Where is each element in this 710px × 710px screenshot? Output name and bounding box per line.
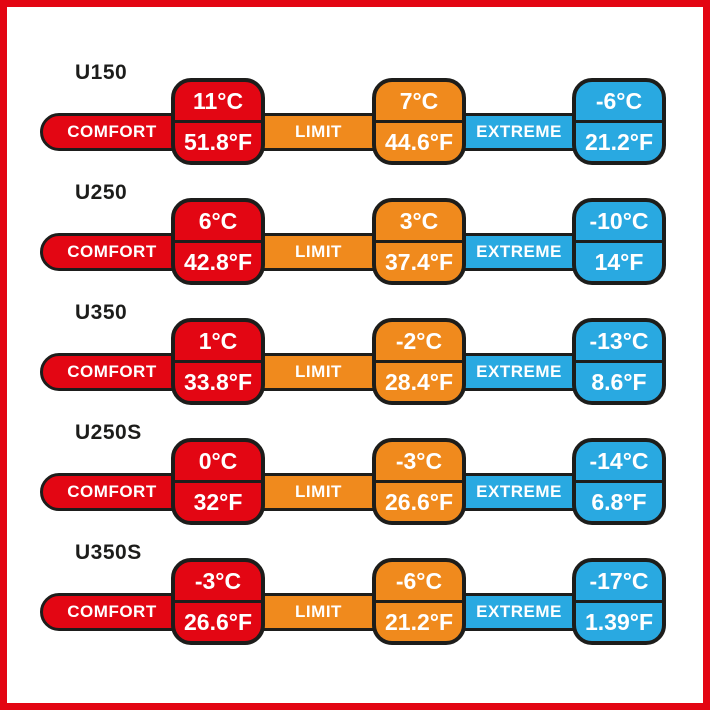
extreme-temp-box: -17°C 1.39°F [572,558,666,645]
limit-celsius-value: -6°C [376,562,462,603]
rating-row-u350s: U350S COMFORT LIMIT EXTREME -3°C 26.6°F … [7,540,703,660]
limit-label: LIMIT [295,602,342,621]
model-label: U150 [75,61,128,84]
comfort-label: COMFORT [67,122,157,141]
limit-temp-box: -2°C 28.4°F [372,318,466,405]
model-label: U350 [75,301,128,324]
limit-celsius-value: 7°C [376,82,462,123]
comfort-celsius-value: 11°C [175,82,261,123]
extreme-celsius-value: -6°C [576,82,662,123]
comfort-celsius-value: 0°C [175,442,261,483]
limit-celsius-value: -2°C [376,322,462,363]
limit-fahrenheit-value: 28.4°F [384,368,453,395]
rating-row-u150: U150 COMFORT LIMIT EXTREME 11°C 51.8°F 7… [7,60,703,180]
comfort-label: COMFORT [67,362,157,381]
rating-row-u350: U350 COMFORT LIMIT EXTREME 1°C 33.8°F -2… [7,300,703,420]
extreme-temp-box: -6°C 21.2°F [572,78,666,165]
limit-fahrenheit-value: 21.2°F [384,608,453,635]
extreme-temp-box: -13°C 8.6°F [572,318,666,405]
limit-celsius-value: 3°C [376,202,462,243]
comfort-label: COMFORT [67,482,157,501]
limit-temp-box: -3°C 26.6°F [372,438,466,525]
limit-temp-box: 7°C 44.6°F [372,78,466,165]
comfort-fahrenheit-value: 42.8°F [183,248,252,275]
extreme-fahrenheit-value: 14°F [594,248,644,275]
limit-temp-box: 3°C 37.4°F [372,198,466,285]
limit-label: LIMIT [295,122,342,141]
extreme-temp-box: -10°C 14°F [572,198,666,285]
extreme-celsius-value: -14°C [576,442,662,483]
comfort-temp-box: 6°C 42.8°F [171,198,265,285]
comfort-celsius-value: 6°C [175,202,261,243]
comfort-temp-box: -3°C 26.6°F [171,558,265,645]
comfort-celsius-value: 1°C [175,322,261,363]
extreme-celsius-value: -13°C [576,322,662,363]
comfort-label: COMFORT [67,602,157,621]
extreme-label: EXTREME [476,242,562,261]
extreme-label: EXTREME [476,602,562,621]
limit-fahrenheit-value: 26.6°F [384,488,453,515]
comfort-fahrenheit-value: 33.8°F [183,368,252,395]
limit-label: LIMIT [295,362,342,381]
extreme-celsius-value: -17°C [576,562,662,603]
comfort-temp-box: 0°C 32°F [171,438,265,525]
rating-row-u250s: U250S COMFORT LIMIT EXTREME 0°C 32°F -3°… [7,420,703,540]
comfort-fahrenheit-value: 26.6°F [183,608,252,635]
comfort-fahrenheit-value: 51.8°F [183,128,252,155]
limit-label: LIMIT [295,242,342,261]
model-label: U350S [75,541,142,564]
extreme-fahrenheit-value: 21.2°F [584,128,653,155]
comfort-label: COMFORT [67,242,157,261]
limit-fahrenheit-value: 44.6°F [384,128,453,155]
limit-temp-box: -6°C 21.2°F [372,558,466,645]
comfort-fahrenheit-value: 32°F [193,488,243,515]
model-label: U250 [75,181,128,204]
extreme-temp-box: -14°C 6.8°F [572,438,666,525]
limit-label: LIMIT [295,482,342,501]
rating-row-u250: U250 COMFORT LIMIT EXTREME 6°C 42.8°F 3°… [7,180,703,300]
extreme-label: EXTREME [476,362,562,381]
model-label: U250S [75,421,142,444]
limit-celsius-value: -3°C [376,442,462,483]
extreme-fahrenheit-value: 6.8°F [591,488,647,515]
extreme-fahrenheit-value: 8.6°F [591,368,647,395]
extreme-celsius-value: -10°C [576,202,662,243]
comfort-temp-box: 11°C 51.8°F [171,78,265,165]
comfort-celsius-value: -3°C [175,562,261,603]
extreme-label: EXTREME [476,482,562,501]
limit-fahrenheit-value: 37.4°F [384,248,453,275]
comfort-temp-box: 1°C 33.8°F [171,318,265,405]
extreme-fahrenheit-value: 1.39°F [584,608,653,635]
extreme-label: EXTREME [476,122,562,141]
